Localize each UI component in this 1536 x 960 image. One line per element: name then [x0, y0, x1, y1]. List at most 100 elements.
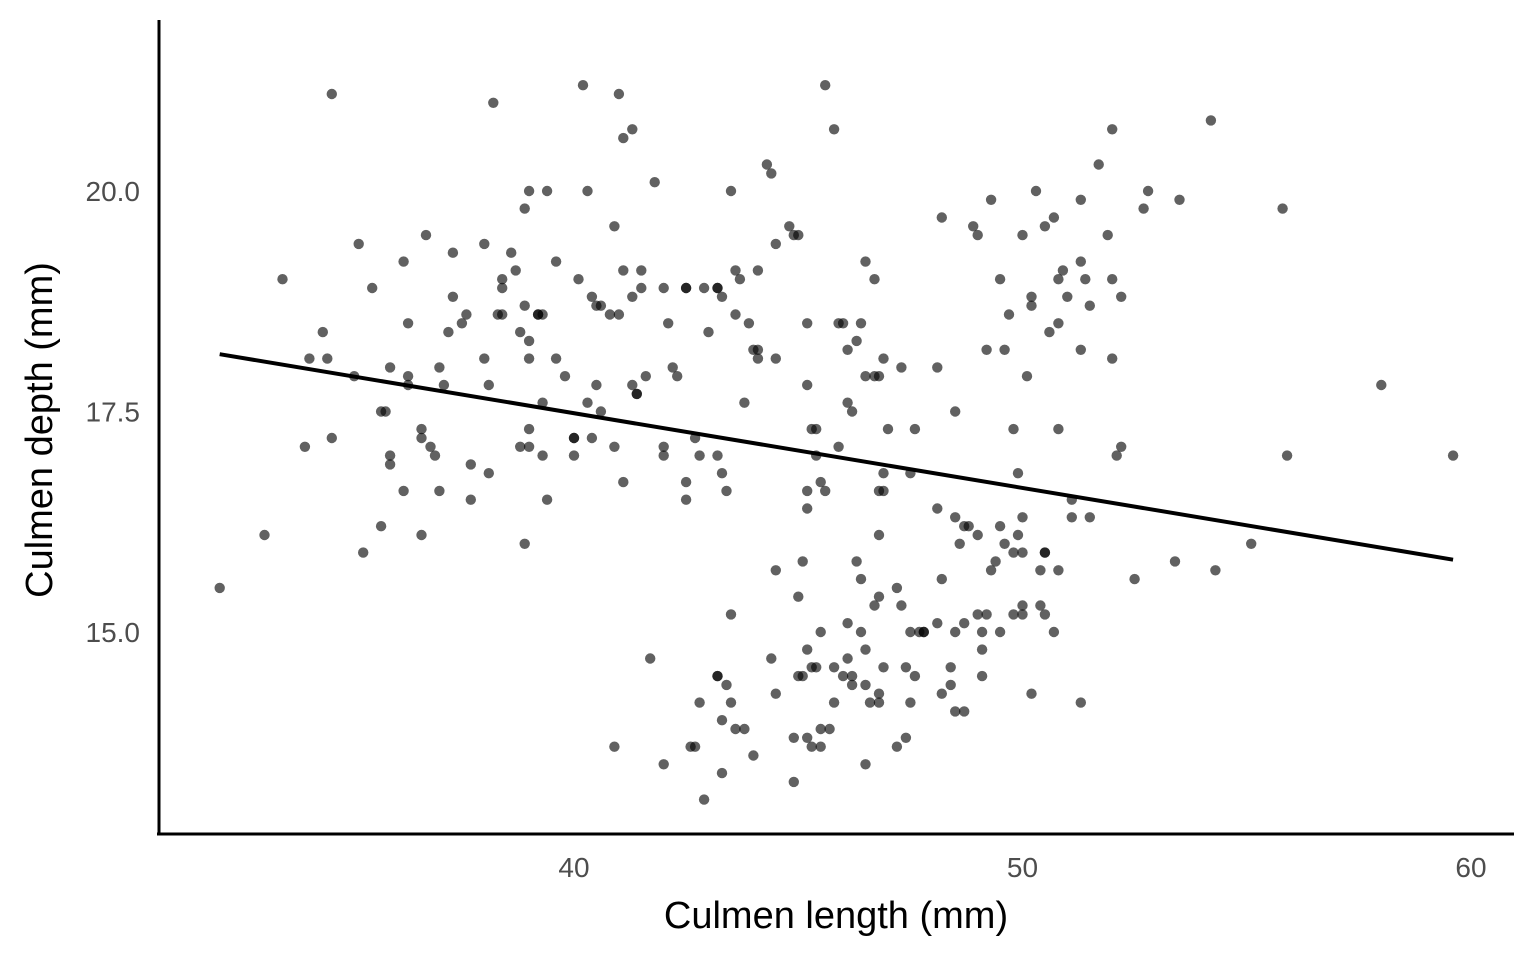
data-point — [627, 124, 638, 135]
data-point — [815, 626, 826, 638]
data-point — [860, 644, 871, 655]
data-point — [721, 679, 732, 691]
data-point — [878, 662, 889, 673]
data-point — [384, 459, 396, 470]
data-point — [1107, 124, 1118, 135]
data-point — [1039, 547, 1051, 558]
data-point — [851, 335, 862, 347]
data-point — [618, 132, 629, 144]
data-point — [1044, 326, 1055, 338]
data-point — [694, 697, 705, 708]
data-point — [909, 423, 921, 435]
data-point — [523, 423, 535, 435]
data-point — [891, 741, 903, 752]
data-point — [698, 282, 710, 294]
data-point — [860, 256, 871, 267]
data-point — [945, 662, 956, 673]
data-point — [416, 423, 427, 435]
data-point — [510, 265, 521, 276]
data-point — [550, 353, 562, 364]
data-point — [1008, 609, 1019, 620]
data-point — [712, 450, 723, 461]
data-point — [416, 529, 427, 541]
data-point — [855, 626, 867, 638]
data-point — [1053, 318, 1064, 329]
data-point — [680, 282, 692, 294]
data-point — [896, 362, 907, 373]
data-point — [1066, 512, 1078, 523]
data-point — [802, 318, 813, 329]
data-point — [1048, 212, 1060, 223]
data-point — [483, 379, 494, 391]
data-point — [1281, 450, 1293, 461]
data-point — [703, 326, 714, 338]
data-point — [523, 441, 535, 452]
data-point — [860, 371, 871, 382]
data-point — [752, 265, 764, 276]
data-point — [1026, 300, 1037, 311]
data-point — [613, 88, 625, 100]
data-point — [317, 326, 328, 338]
data-point — [1008, 423, 1019, 435]
data-point — [1053, 274, 1064, 285]
data-point — [766, 653, 777, 664]
data-point — [739, 397, 750, 408]
data-point — [909, 670, 921, 682]
data-point — [353, 238, 364, 250]
data-point — [645, 653, 656, 664]
data-point — [716, 715, 728, 726]
data-point — [846, 406, 858, 417]
data-point — [936, 212, 947, 223]
data-point — [1035, 565, 1046, 576]
data-point — [1062, 291, 1073, 302]
data-point — [860, 759, 871, 770]
data-point — [367, 282, 378, 294]
data-point — [550, 256, 562, 267]
data-point — [461, 309, 472, 320]
data-point — [519, 300, 530, 311]
data-point — [815, 741, 826, 752]
data-point — [1048, 626, 1060, 638]
data-point — [815, 476, 826, 488]
data-point — [712, 282, 723, 294]
data-point — [631, 388, 642, 400]
data-point — [497, 282, 508, 294]
data-point — [1084, 300, 1096, 311]
data-point — [595, 300, 607, 311]
data-point — [636, 282, 647, 294]
data-point — [968, 221, 979, 232]
data-point — [833, 441, 844, 452]
data-point — [434, 485, 445, 497]
data-point — [716, 468, 728, 479]
data-point — [488, 97, 499, 109]
data-point — [577, 80, 589, 91]
data-point — [1017, 547, 1028, 558]
data-point — [591, 379, 602, 391]
data-point — [972, 609, 983, 620]
data-point — [994, 274, 1006, 285]
data-point — [963, 521, 974, 532]
data-point — [950, 406, 961, 417]
data-point — [375, 521, 387, 532]
data-point — [658, 282, 669, 294]
data-point — [1021, 371, 1033, 382]
data-point — [873, 697, 885, 708]
data-point — [456, 318, 468, 329]
data-point — [627, 291, 638, 302]
data-point — [434, 362, 445, 373]
data-point — [537, 397, 548, 408]
data-point — [918, 626, 929, 638]
data-point — [1129, 573, 1140, 585]
data-point — [568, 432, 580, 444]
data-point — [604, 309, 616, 320]
data-point — [582, 185, 593, 197]
data-point — [869, 600, 880, 611]
data-point — [985, 194, 997, 205]
data-point — [465, 494, 476, 505]
data-point — [582, 397, 593, 408]
data-point — [672, 371, 683, 382]
data-point — [1246, 538, 1257, 549]
data-point — [896, 600, 907, 611]
data-point — [824, 723, 835, 735]
data-point — [985, 565, 997, 576]
